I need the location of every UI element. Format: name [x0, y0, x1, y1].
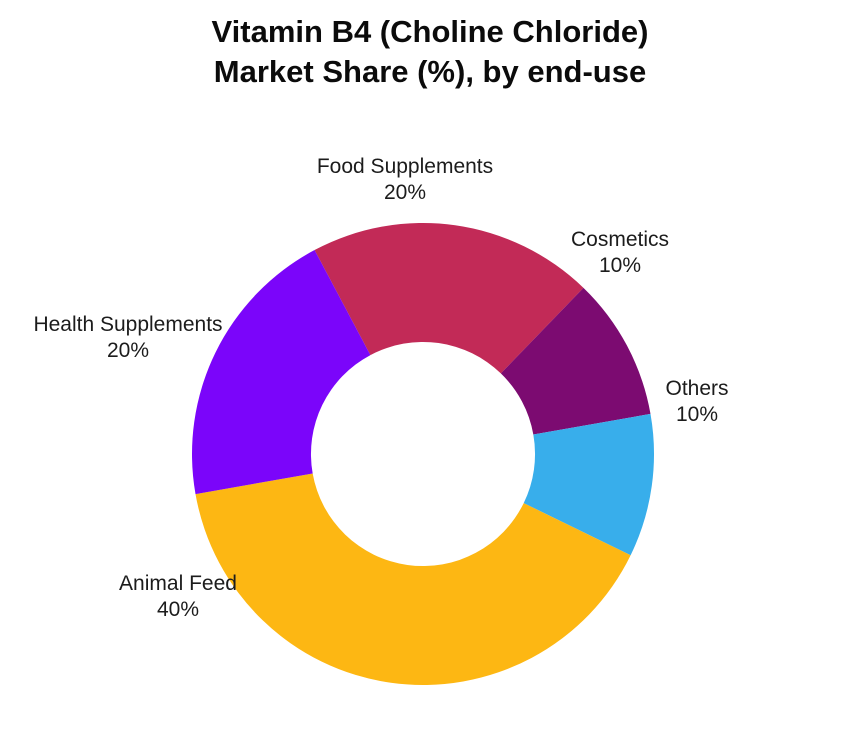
segment-label-percent: 10%: [598, 254, 642, 277]
chart-title-line2: Market Share (%), by end-use: [213, 54, 647, 89]
pie-segment-health-supplements: [192, 250, 371, 495]
segment-label-animal-feed: Animal Feed 40%: [119, 571, 237, 623]
pie-segment-animal-feed: [195, 473, 631, 685]
chart-title: Vitamin B4 (Choline Chloride) Market Sha…: [0, 12, 860, 92]
segment-label-percent: 20%: [383, 181, 427, 204]
pie-segment-cosmetics: [500, 287, 651, 435]
segment-label-name: Animal Feed: [119, 572, 237, 595]
segment-label-name: Others: [665, 377, 729, 400]
segment-label-name: Health Supplements: [33, 313, 223, 336]
segment-label-cosmetics: Cosmetics 10%: [571, 227, 669, 279]
segment-label-others: Others 10%: [665, 376, 728, 428]
segment-label-percent: 20%: [106, 339, 150, 362]
pie-segment-food-supplements: [314, 222, 584, 374]
chart-title-line1: Vitamin B4 (Choline Chloride): [211, 14, 649, 49]
segment-label-name: Cosmetics: [570, 228, 670, 251]
segment-label-name: Food Supplements: [316, 155, 494, 178]
segment-label-percent: 10%: [675, 403, 719, 426]
pie-segment-others: [523, 413, 654, 556]
segment-label-food-supplements: Food Supplements 20%: [317, 154, 493, 206]
segment-label-health-supplements: Health Supplements 20%: [33, 312, 222, 364]
segment-label-percent: 40%: [156, 598, 200, 621]
